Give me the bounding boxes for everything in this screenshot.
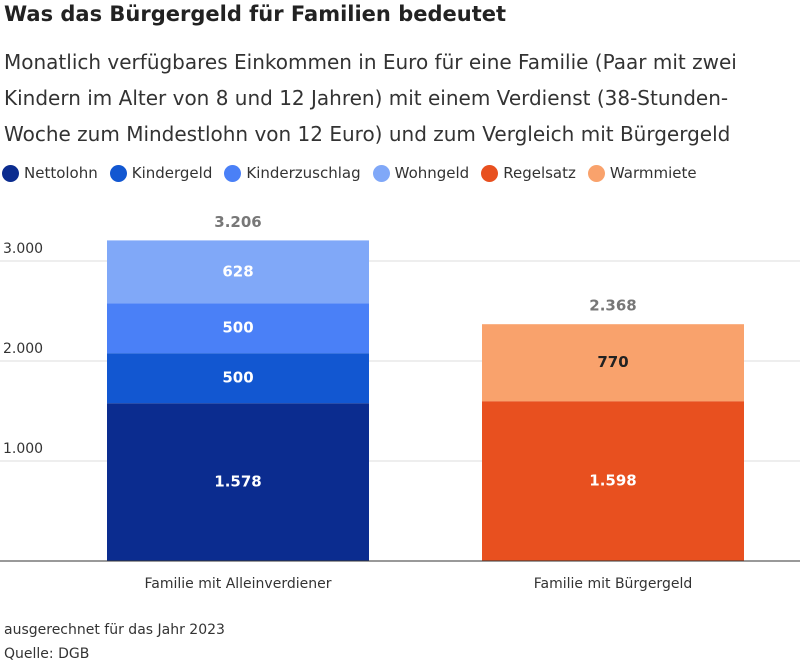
y-tick-label: 3.000 — [3, 241, 43, 257]
bar-segment — [482, 401, 744, 561]
bar-segment — [107, 303, 369, 354]
legend-item: Wohngeld — [372, 164, 470, 182]
bar-segment — [482, 324, 744, 402]
legend-label: Kindergeld — [131, 164, 213, 182]
legend-item: Warmmiete — [587, 164, 697, 182]
legend-item: Nettolohn — [2, 164, 98, 182]
bar-segment — [107, 403, 369, 561]
value-label: 1.578 — [214, 473, 261, 491]
y-tick-label: 1.000 — [3, 441, 43, 457]
value-label: 770 — [597, 353, 628, 371]
legend-swatch — [224, 164, 242, 182]
chart: 1.000 2.000 3.000 1.578 500 500 628 3.206 Famili… — [0, 213, 800, 592]
chart-title: Was das Bürgergeld für Familien bedeutet — [4, 2, 507, 26]
legend-label: Nettolohn — [24, 164, 98, 182]
source: Quelle: DGB — [4, 646, 90, 662]
legend-label: Warmmiete — [609, 164, 697, 182]
legend-swatch — [109, 164, 127, 182]
chart-subtitle: Monatlich verfügbares Einkommen in Euro … — [4, 50, 737, 146]
y-tick-label: 2.000 — [3, 341, 43, 357]
legend: Nettolohn Kindergeld Kinderzuschlag Wohngel… — [2, 164, 697, 182]
legend-item: Kindergeld — [109, 164, 213, 182]
value-label: 1.598 — [589, 472, 636, 490]
legend-item: Kinderzuschlag — [224, 164, 361, 182]
bar-segment — [107, 240, 369, 304]
x-tick-label: Familie mit Alleinverdiener — [145, 576, 332, 592]
x-tick-label: Familie mit Bürgergeld — [534, 576, 692, 592]
total-label: 2.368 — [589, 297, 636, 315]
legend-swatch — [372, 164, 390, 182]
total-label: 3.206 — [214, 213, 261, 231]
legend-swatch — [2, 164, 19, 182]
note: ausgerechnet für das Jahr 2023 — [4, 622, 225, 638]
bar-segment — [107, 353, 369, 404]
legend-label: Wohngeld — [394, 164, 470, 182]
legend-label: Regelsatz — [503, 164, 576, 182]
legend-swatch — [481, 164, 499, 182]
value-label: 500 — [222, 369, 253, 387]
value-label: 628 — [222, 262, 253, 280]
value-label: 500 — [222, 319, 253, 337]
legend-swatch — [587, 164, 605, 182]
legend-label: Kinderzuschlag — [246, 164, 361, 182]
legend-item: Regelsatz — [481, 164, 576, 182]
